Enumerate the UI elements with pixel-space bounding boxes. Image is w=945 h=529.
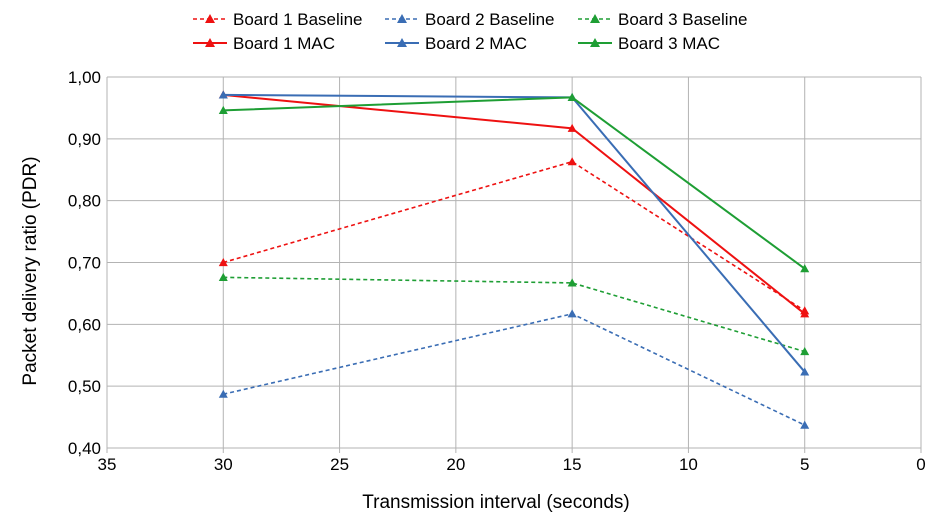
data-point [800, 347, 810, 356]
legend-marker [590, 14, 600, 23]
legend-marker [397, 14, 407, 23]
data-point [567, 309, 577, 318]
legend-marker [205, 38, 215, 47]
y-tick-label: 0,70 [68, 254, 101, 273]
data-point [567, 278, 577, 287]
data-point [567, 123, 577, 132]
data-point [218, 105, 228, 114]
legend-label: Board 1 MAC [233, 34, 335, 53]
y-tick-label: 0,90 [68, 130, 101, 149]
x-tick-label: 5 [800, 455, 809, 474]
data-point [800, 264, 810, 273]
axes: 0,40 0,50 0,60 0,70 0,80 0,90 1,00 35 30 25 20 15 10… [68, 68, 926, 474]
data-point [567, 157, 577, 166]
y-tick-label: 0,40 [68, 439, 101, 458]
data-point [800, 367, 810, 376]
x-tick-label: 35 [98, 455, 117, 474]
legend-label: Board 2 MAC [425, 34, 527, 53]
x-tick-label: 0 [916, 455, 925, 474]
legend-marker [590, 38, 600, 47]
series-line [223, 276, 805, 353]
data-point [218, 90, 228, 99]
legend-label: Board 2 Baseline [425, 10, 554, 29]
series-line [223, 93, 806, 373]
legend-marker [397, 38, 407, 47]
x-tick-label: 15 [563, 455, 582, 474]
data-point [218, 258, 228, 267]
x-tick-label: 10 [679, 455, 698, 474]
data-point [800, 420, 810, 429]
series-line [223, 312, 806, 426]
x-axis-title: Transmission interval (seconds) [362, 492, 630, 513]
y-tick-label: 0,50 [68, 377, 101, 396]
y-tick-label: 0,80 [68, 192, 101, 211]
x-tick-label: 25 [330, 455, 349, 474]
data-point [218, 389, 228, 398]
data-point [567, 92, 577, 102]
legend: Board 1 Baseline Board 2 Baseline Board 3 … [193, 10, 747, 53]
legend-marker [205, 14, 215, 23]
legend-label: Board 1 Baseline [233, 10, 362, 29]
x-tick-label: 30 [214, 455, 233, 474]
y-tick-label: 1,00 [68, 68, 101, 87]
grid [106, 76, 922, 449]
x-tick-label: 20 [446, 455, 465, 474]
series-line [223, 160, 806, 312]
data-point [800, 309, 810, 318]
legend-label: Board 3 MAC [618, 34, 720, 53]
data-point [218, 272, 228, 281]
legend-label: Board 3 Baseline [618, 10, 747, 29]
series-lines [218, 90, 810, 429]
y-tick-label: 0,60 [68, 315, 101, 334]
y-axis-title: Packet delivery ratio (PDR) [20, 156, 41, 385]
